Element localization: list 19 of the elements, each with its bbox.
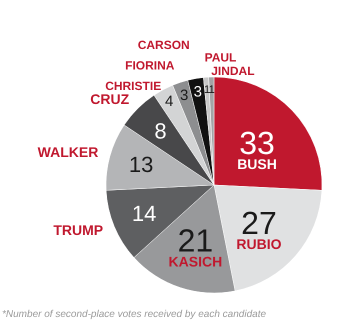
data-label: 3 [194,83,202,100]
slice-label: JINDAL [211,64,255,78]
data-label: 4 [165,93,174,110]
data-label: 14 [132,200,156,226]
slice-label: KASICH [168,253,222,270]
text: *Number of second-place votes received by each candidate [2,309,266,320]
data-label: 8 [154,118,167,144]
slice-label: CARSON [138,38,190,52]
slice-label: PAUL [204,50,236,64]
data-label: 13 [128,152,154,177]
slice-label: TRUMP [53,222,104,238]
slice-label: CHRISTIE [105,79,162,94]
slice-label: WALKER [38,144,98,160]
slice-label: CRUZ [90,91,130,108]
data-label: 1 [204,84,210,96]
slice-label: FIORINA [125,58,175,72]
data-label: 3 [180,86,188,104]
slice-label: BUSH [237,156,277,172]
slice-label: RUBIO [236,236,282,252]
